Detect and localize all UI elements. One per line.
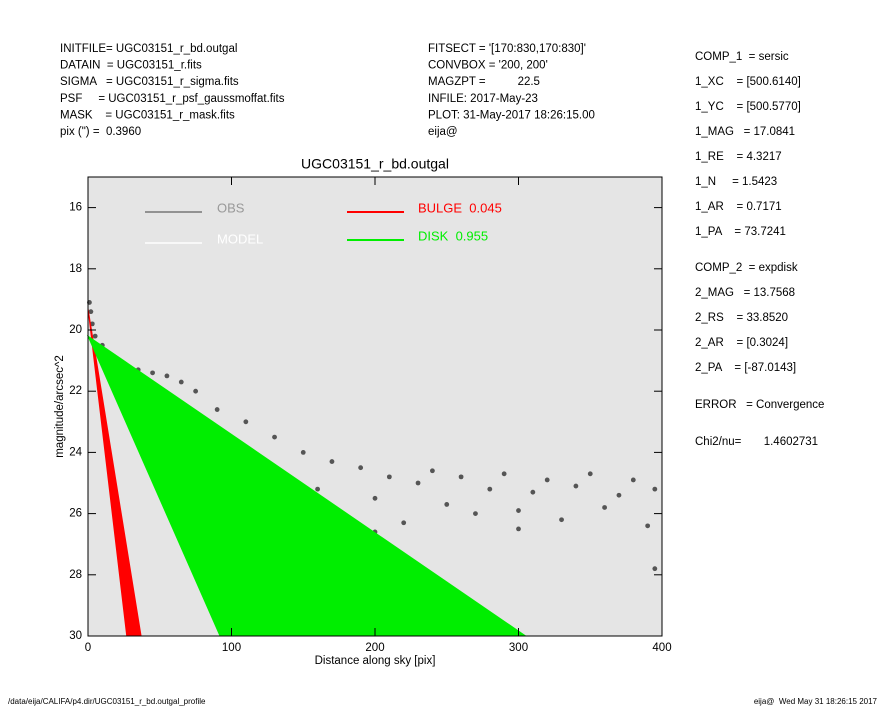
obs-point [544, 477, 550, 483]
param-line: 2_MAG = 13.7568 [695, 287, 795, 299]
obs-point [444, 502, 450, 507]
y-tick-label: 20 [69, 324, 82, 336]
obs-point [602, 505, 607, 510]
y-tick-label: 16 [69, 202, 82, 214]
header-line: CONVBOX = '200, 200' [428, 60, 548, 72]
chart-title: UGC03151_r_bd.outgal [301, 156, 449, 172]
obs-point [430, 468, 435, 474]
obs-point [243, 419, 249, 425]
obs-point [473, 511, 478, 516]
legend-label: DISK 0.955 [418, 228, 488, 243]
obs-point [372, 495, 378, 501]
param-line: 1_AR = 0.7171 [695, 201, 782, 213]
legend-label: BULGE 0.045 [418, 200, 502, 215]
obs-point [415, 480, 421, 486]
header-line: INFILE: 2017-May-23 [428, 93, 538, 105]
obs-point [501, 471, 507, 477]
x-tick-label: 300 [509, 642, 528, 654]
obs-point [516, 526, 521, 532]
y-tick-label: 18 [69, 263, 82, 275]
obs-point [401, 520, 407, 526]
legend-label: OBS [217, 200, 245, 215]
obs-point [150, 370, 155, 376]
obs-point [193, 388, 199, 394]
obs-point [587, 471, 593, 477]
footer-left: /data/eija/CALIFA/p4.dir/UGC03151_r_bd.o… [8, 697, 206, 706]
param-line: 1_PA = 73.7241 [695, 226, 786, 238]
x-axis-label: Distance along sky [pix] [315, 655, 436, 667]
obs-point [214, 407, 220, 412]
obs-point [652, 486, 658, 492]
x-tick-label: 400 [652, 642, 671, 654]
x-tick-label: 100 [222, 642, 241, 654]
obs-point [630, 477, 636, 483]
obs-point [487, 486, 493, 492]
footer-right: eija@ Wed May 31 18:26:15 2017 [754, 697, 878, 706]
obs-point [652, 566, 658, 572]
header-line: eija@ [428, 126, 458, 138]
x-tick-label: 200 [365, 642, 384, 654]
obs-point [458, 474, 464, 480]
y-tick-label: 26 [69, 508, 82, 520]
obs-point [516, 508, 521, 513]
param-line: 1_RE = 4.3217 [695, 151, 782, 163]
obs-point [573, 483, 579, 489]
y-tick-label: 24 [69, 446, 82, 458]
obs-point [300, 450, 306, 455]
obs-point [178, 379, 184, 385]
obs-point [164, 373, 170, 379]
obs-point [315, 486, 320, 492]
obs-point [559, 517, 564, 523]
header-line: PLOT: 31-May-2017 18:26:15.00 [428, 109, 595, 121]
obs-point [92, 333, 98, 339]
obs-point [386, 474, 392, 480]
legend-label: MODEL [217, 231, 263, 246]
header-line: DATAIN = UGC03151_r.fits [60, 60, 202, 72]
param-line: Chi2/nu= 1.4602731 [695, 436, 818, 448]
header-line: PSF = UGC03151_r_psf_gaussmoffat.fits [60, 93, 285, 105]
param-line: 2_RS = 33.8520 [695, 312, 788, 324]
y-tick-label: 30 [69, 630, 82, 642]
param-line: COMP_2 = expdisk [695, 262, 798, 274]
obs-point [88, 309, 94, 315]
y-tick-label: 28 [69, 569, 82, 581]
param-line: ERROR = Convergence [695, 399, 824, 411]
obs-point [645, 523, 651, 529]
param-line: 2_PA = [-87.0143] [695, 362, 796, 374]
y-tick-label: 22 [69, 385, 82, 397]
param-line: COMP_1 = sersic [695, 51, 789, 63]
obs-point [358, 465, 364, 471]
obs-point [272, 434, 277, 440]
header-line: INITFILE= UGC03151_r_bd.outgal [60, 43, 237, 55]
header-line: MASK = UGC03151_r_mask.fits [60, 109, 235, 121]
param-line: 1_XC = [500.6140] [695, 76, 801, 88]
y-axis-label: magnitude/arcsec^2 [54, 355, 66, 458]
header-line: MAGZPT = 22.5 [428, 76, 540, 88]
header-line: FITSECT = '[170:830,170:830]' [428, 43, 586, 55]
param-line: 1_YC = [500.5770] [695, 101, 801, 113]
param-line: 1_N = 1.5423 [695, 176, 777, 188]
param-line: 1_MAG = 17.0841 [695, 126, 795, 138]
param-line: 2_AR = [0.3024] [695, 337, 788, 349]
obs-point [530, 489, 536, 495]
header-line: pix (") = 0.3960 [60, 126, 141, 138]
x-tick-label: 0 [85, 642, 91, 654]
obs-point [329, 459, 335, 464]
obs-point [616, 492, 622, 498]
header-line: SIGMA = UGC03151_r_sigma.fits [60, 76, 239, 88]
